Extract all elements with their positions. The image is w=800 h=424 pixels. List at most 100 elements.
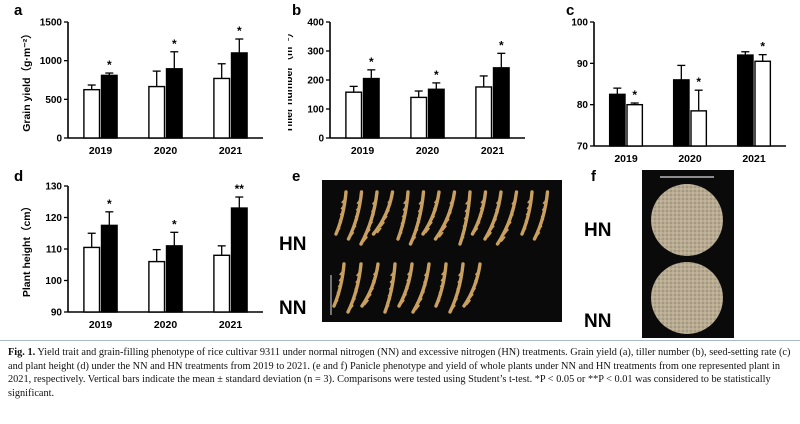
x-tick-label: 2019	[89, 319, 113, 331]
panicle-branch	[464, 206, 470, 213]
panicle-branch	[541, 204, 548, 211]
panicle-branch	[416, 213, 422, 220]
panicle-branch	[338, 275, 344, 282]
nn-grain-pile	[651, 262, 723, 334]
panicle-branch	[386, 297, 392, 304]
panicle-branch	[401, 211, 407, 218]
panicle-branch	[508, 213, 514, 220]
panicle-branch	[506, 221, 512, 228]
grain-yield-photo	[642, 170, 734, 338]
panicle-branch	[495, 198, 502, 205]
panicle-branch	[486, 231, 493, 238]
panicle-branch	[417, 297, 423, 304]
y-tick-label: 130	[45, 182, 62, 193]
panicle	[532, 190, 550, 241]
bar	[475, 86, 493, 139]
caption-separator	[0, 340, 800, 341]
panicle-branch	[527, 197, 533, 204]
panicle-branch	[339, 209, 345, 216]
panicle-branch	[335, 293, 341, 300]
panicle-branch	[525, 209, 531, 216]
x-tick-label: 2019	[614, 153, 638, 165]
panicle-branch	[441, 269, 447, 276]
panicle-branch	[339, 269, 345, 276]
panicle-branch	[405, 281, 411, 288]
x-tick-label: 2021	[481, 145, 505, 157]
panicle-branch	[489, 225, 495, 232]
bar	[213, 77, 231, 139]
bar	[230, 207, 248, 313]
bar	[690, 110, 708, 147]
hn-grain-pile	[651, 184, 723, 256]
panicle-branch	[363, 299, 370, 306]
panicle-branch	[456, 284, 462, 291]
panicle-branch	[439, 281, 445, 288]
panicle-branch	[459, 236, 465, 243]
panicle-branch	[352, 290, 358, 297]
bar	[148, 260, 166, 313]
y-axis-label: Grain yield（g·m⁻²）	[20, 28, 33, 132]
bar	[165, 245, 183, 313]
panicle-branch	[371, 198, 378, 205]
bar	[165, 68, 183, 139]
panicle-branch	[356, 198, 362, 205]
panicle-branch	[376, 227, 382, 234]
seed-setting-rate-chart: 70 80 90 100 Seed setting rate (%) 2019 2020 20…	[558, 18, 786, 165]
x-tick-label: 2019	[89, 145, 113, 157]
bar	[427, 88, 445, 139]
panicle-branch	[441, 225, 447, 232]
panicle-branch	[521, 227, 527, 234]
x-tick-label: 2020	[678, 153, 702, 165]
panicle-branch	[418, 198, 424, 205]
panicle-branch	[400, 218, 406, 225]
panicle-branch	[474, 275, 480, 282]
bar	[148, 85, 166, 139]
panicle-branch	[535, 231, 541, 238]
panicle-branch	[337, 221, 343, 228]
y-axis-label: Plant height（cm）	[20, 201, 33, 297]
x-tick-label: 2021	[742, 153, 766, 165]
panicle-branch	[495, 204, 501, 211]
y-tick-label: 100	[307, 105, 324, 116]
bar	[100, 74, 118, 139]
panicle-branch	[413, 228, 419, 235]
panicle-branch	[500, 236, 506, 243]
x-tick-label: 2019	[351, 145, 375, 157]
panicle-branch	[403, 287, 409, 294]
panicle-branch	[417, 206, 424, 213]
bar	[213, 254, 231, 313]
bar	[83, 88, 101, 139]
panicle-branch	[390, 270, 396, 277]
panicle-branch	[431, 209, 437, 216]
y-tick-label: 200	[307, 76, 324, 87]
panicle-branch	[461, 228, 467, 235]
panicle-photo-background	[322, 180, 562, 322]
panicle-branch	[397, 231, 403, 238]
panicle-branch	[423, 277, 429, 284]
significance-star: *	[107, 197, 112, 211]
panicle-branch	[524, 215, 530, 222]
x-tick-label: 2021	[219, 145, 243, 157]
bar	[626, 103, 644, 147]
panicle-branch	[407, 269, 413, 276]
panicle-branch	[399, 225, 405, 232]
panicle-branch	[387, 197, 393, 204]
bar	[362, 77, 380, 139]
panicle-branch	[379, 221, 385, 228]
panicle-photo	[322, 180, 562, 322]
panicle-branch	[465, 198, 471, 205]
panicle-branch	[348, 304, 354, 311]
panel-letter-b: b	[292, 2, 302, 19]
panicle-branch	[340, 203, 346, 210]
y-tick-label: 90	[577, 59, 589, 70]
panicle-branch	[365, 228, 371, 235]
panel-letter-a: a	[14, 2, 23, 19]
panicle-branch	[366, 293, 372, 300]
panicle-branch	[542, 198, 548, 205]
panicle-branch	[452, 297, 459, 304]
panicle-branch	[372, 269, 379, 276]
panicle-branch	[389, 277, 395, 284]
panel-letter-e: e	[292, 168, 301, 185]
panicle-branch	[438, 231, 444, 238]
panicle-branch	[465, 299, 472, 306]
